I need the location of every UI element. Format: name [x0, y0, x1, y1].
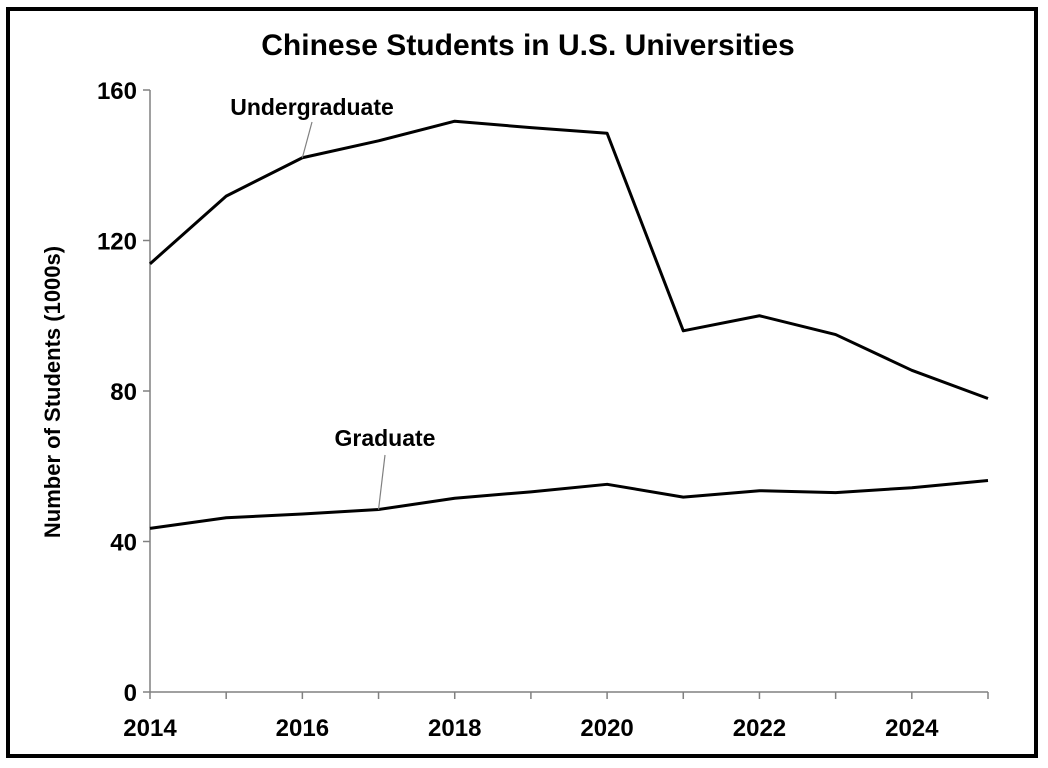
y-tick-label: 160: [97, 78, 137, 105]
x-tick-label: 2016: [276, 715, 329, 742]
axes: 0 40 80 120 160 2014 2016 2018 2020 2022 2024: [97, 78, 989, 742]
graduate-label: Graduate: [335, 425, 436, 451]
undergraduate-label: Undergraduate: [230, 94, 394, 120]
x-tick-label: 2018: [428, 715, 481, 742]
y-axis-label: Number of Students (1000s): [40, 246, 65, 538]
chart-frame: [6, 7, 1038, 758]
x-tick-label: 2024: [885, 715, 939, 742]
y-tick-label: 120: [97, 229, 137, 256]
graduate-leader-line: [377, 454, 386, 510]
x-tick-label: 2020: [580, 715, 633, 742]
annotations: Undergraduate Graduate: [230, 94, 435, 510]
undergraduate-line: [149, 119, 989, 400]
series-lines: [149, 119, 989, 530]
y-tick-label: 80: [110, 379, 137, 406]
y-tick-label: 40: [110, 530, 137, 557]
x-tick-label: 2014: [123, 715, 177, 742]
x-tick-label: 2022: [733, 715, 786, 742]
y-tick-label: 0: [124, 680, 137, 707]
graduate-line: [149, 479, 989, 530]
chart-title: Chinese Students in U.S. Universities: [261, 29, 794, 62]
undergraduate-leader-line: [301, 121, 313, 158]
